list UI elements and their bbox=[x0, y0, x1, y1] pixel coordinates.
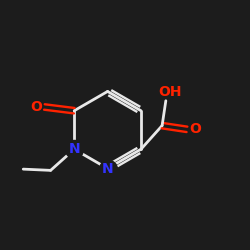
Text: O: O bbox=[189, 122, 201, 136]
Text: O: O bbox=[30, 100, 42, 114]
Text: N: N bbox=[68, 142, 80, 156]
Text: OH: OH bbox=[158, 85, 181, 99]
Text: N: N bbox=[102, 162, 114, 175]
